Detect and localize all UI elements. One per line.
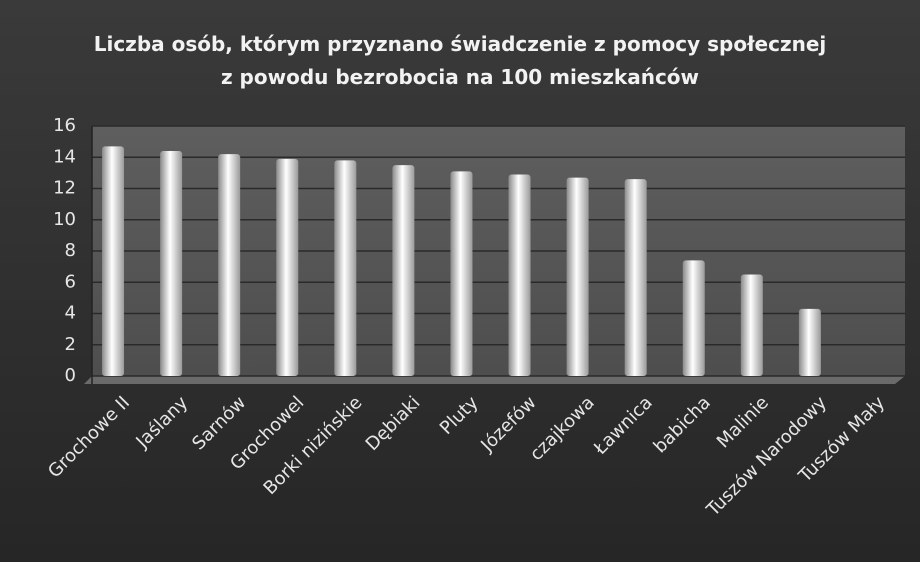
bar bbox=[276, 158, 299, 376]
bar bbox=[682, 260, 705, 376]
y-tick-label: 6 bbox=[65, 271, 76, 292]
y-tick-label: 0 bbox=[65, 365, 76, 386]
y-tick-label: 4 bbox=[65, 303, 76, 324]
bar bbox=[624, 179, 647, 376]
chart-title: Liczba osób, którym przyznano świadczeni… bbox=[93, 32, 827, 89]
bar bbox=[740, 274, 763, 376]
bar bbox=[798, 308, 821, 376]
bar bbox=[334, 160, 357, 376]
x-tick-label: Ławnica bbox=[589, 392, 656, 459]
bar bbox=[392, 165, 415, 376]
y-tick-label: 14 bbox=[53, 146, 76, 167]
bar bbox=[566, 177, 589, 376]
y-tick-label: 16 bbox=[53, 115, 76, 136]
bar bbox=[508, 174, 531, 376]
x-tick-label: Borki nizińskie bbox=[260, 392, 367, 499]
bar bbox=[160, 151, 183, 376]
bar bbox=[102, 146, 125, 376]
x-tick-label: Pluty bbox=[436, 392, 483, 439]
x-tick-label: czajkowa bbox=[526, 392, 599, 465]
floor bbox=[84, 376, 905, 384]
bar bbox=[450, 171, 473, 376]
x-tick-label: Jaślany bbox=[131, 392, 192, 453]
y-tick-label: 12 bbox=[53, 178, 76, 199]
y-tick-label: 8 bbox=[65, 240, 76, 261]
y-tick-label: 2 bbox=[65, 334, 76, 355]
y-tick-label: 10 bbox=[53, 209, 76, 230]
x-tick-label: Grochowe II bbox=[44, 392, 134, 482]
bar bbox=[218, 154, 241, 376]
x-tick-label: Dębiaki bbox=[362, 392, 425, 455]
x-tick-label: babicha bbox=[650, 392, 715, 457]
